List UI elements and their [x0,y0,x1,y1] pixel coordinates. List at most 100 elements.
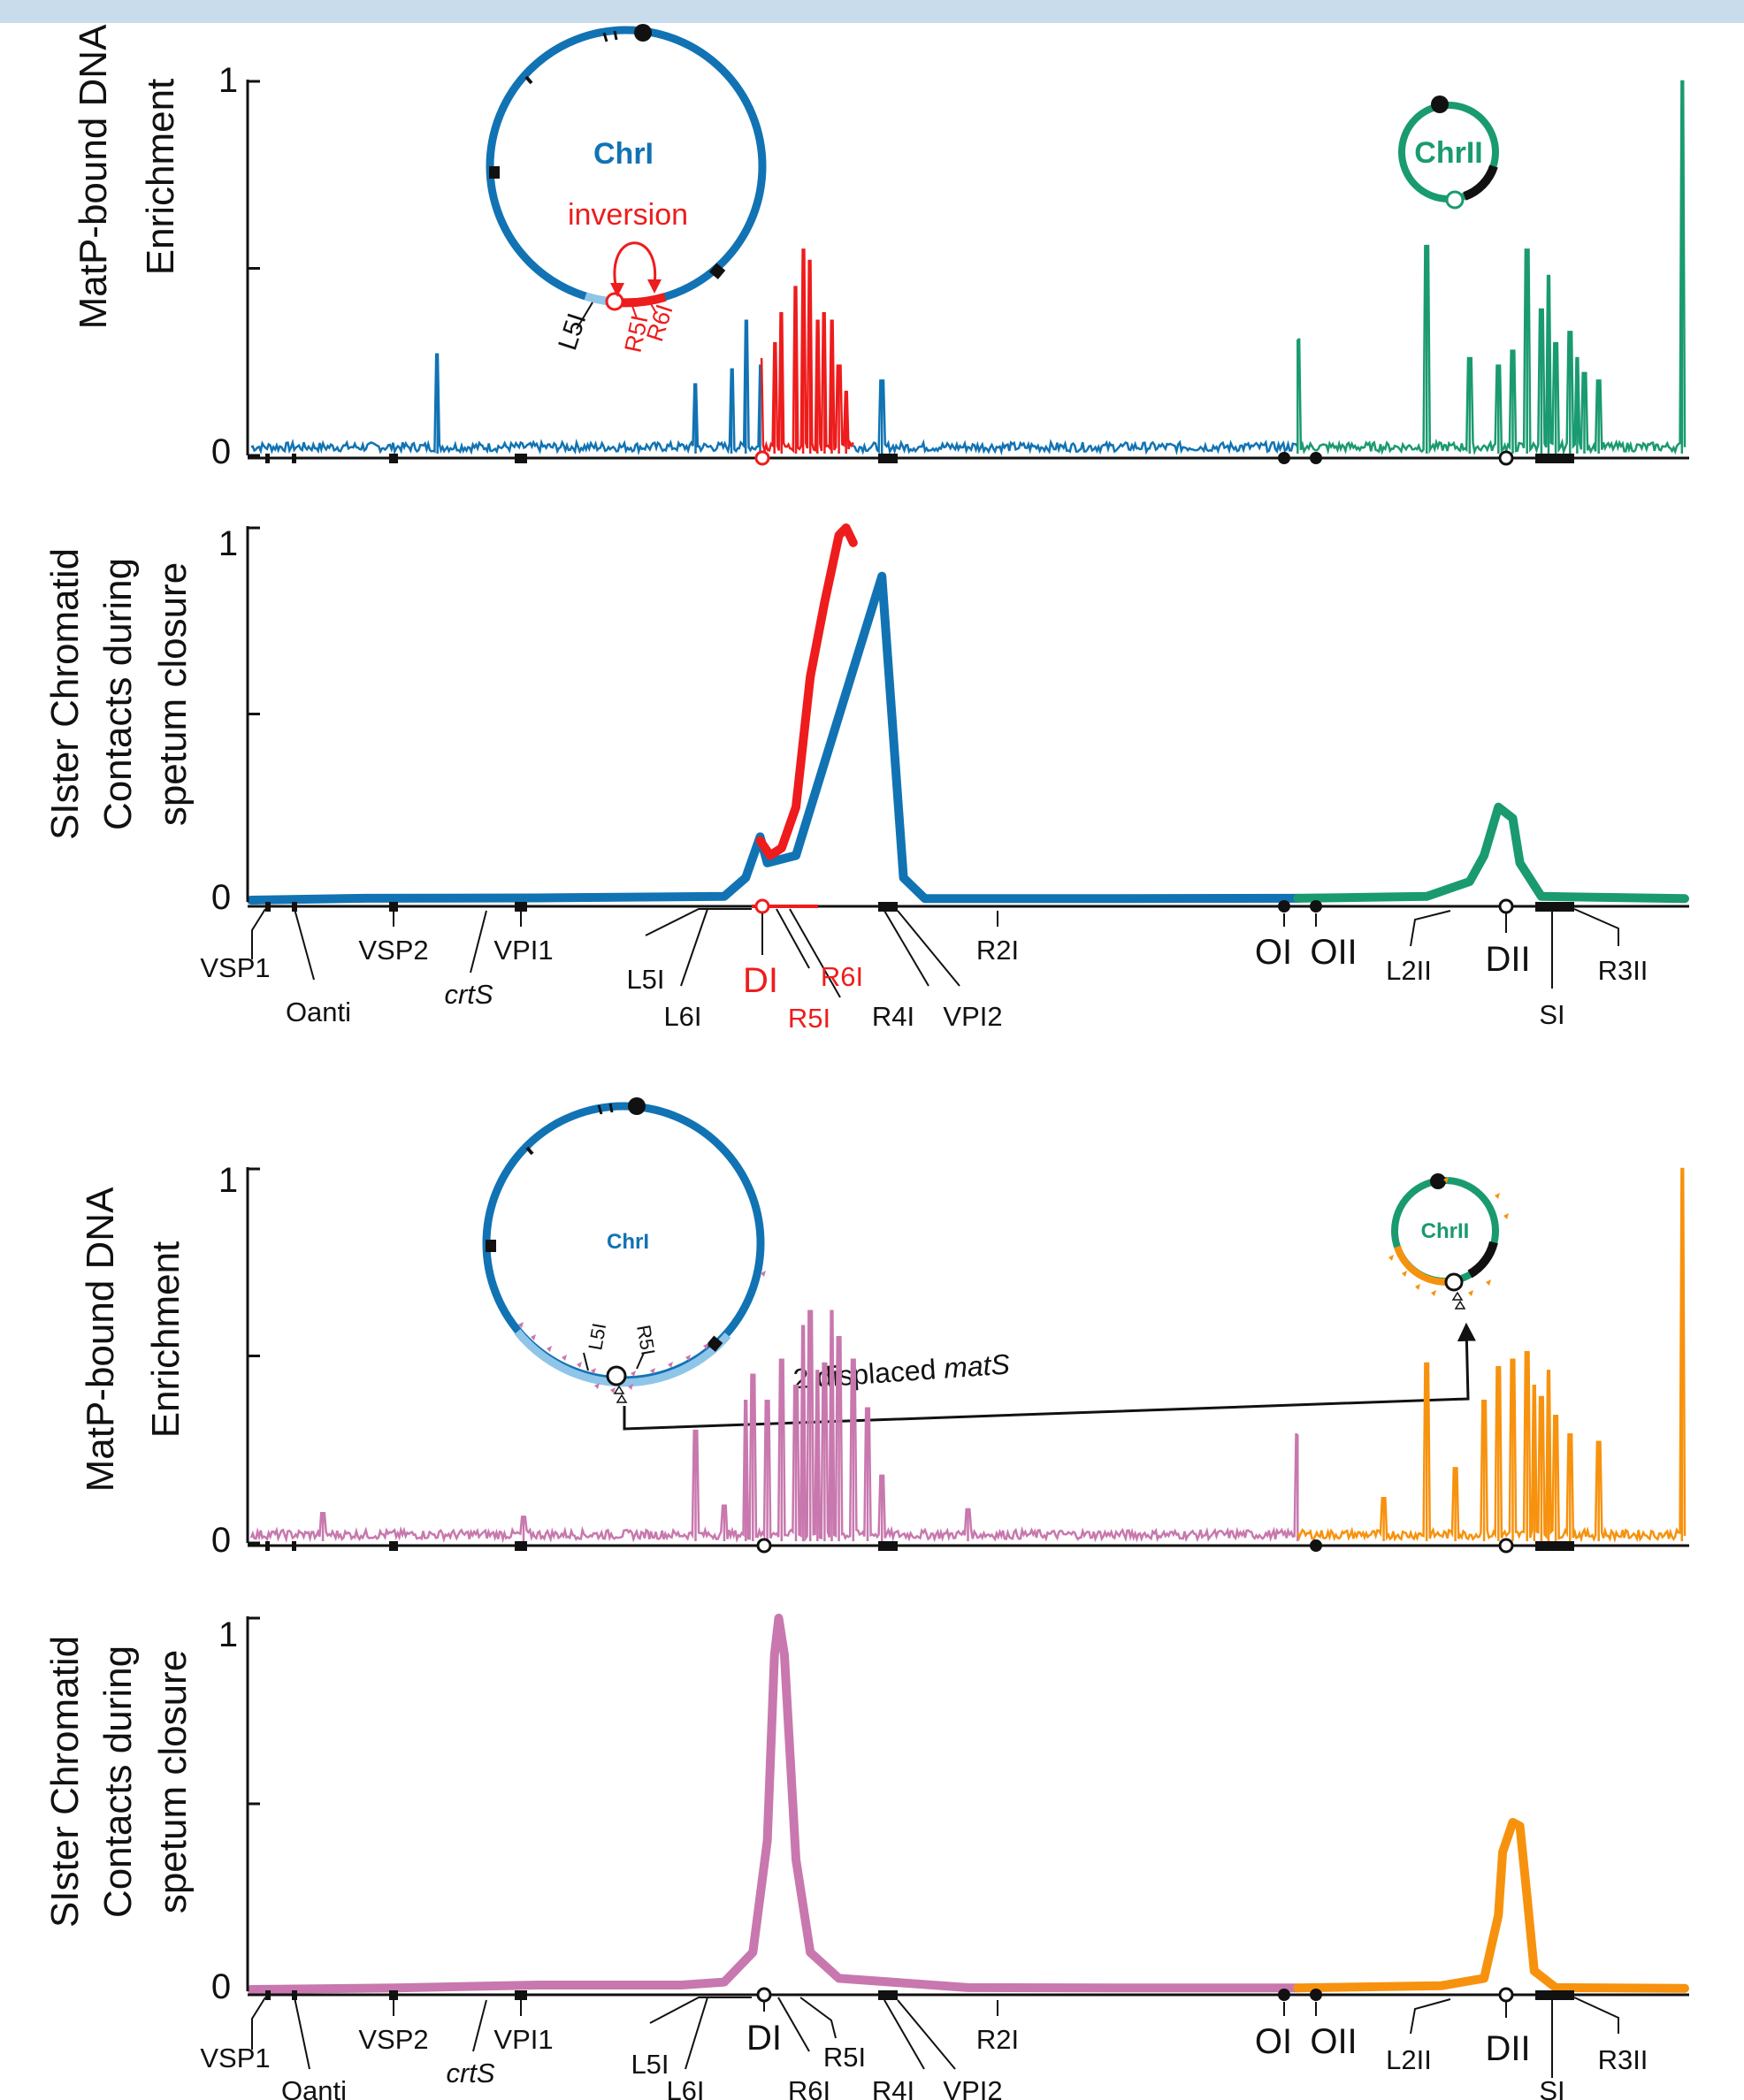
mut-R5I-leader [636,1352,645,1370]
mut-chrI-tick-2 [597,1104,603,1115]
marker2-R4I [878,902,898,912]
panel4-ticks [248,1616,260,1991]
marker-VPI1 [515,454,527,463]
panel3-series-mutant-chrI [249,1310,1299,1544]
label2-L6I: L6I [663,1001,701,1032]
panel1-chrI-inset: ChrI inversion L5I R5I R6I [486,24,767,355]
marker4-R4I [878,1990,898,2000]
panel1-axis-markers [265,450,1574,466]
mut-chrII-dif-marker [1444,1272,1464,1292]
panel1-ytick-1: 1 [218,61,238,100]
panel1-ylabel-line1: MatP-bound DNA [72,24,115,329]
chrI-block-marker-2 [708,263,726,279]
panel2-ylabel-line3: spetum closure [151,562,195,826]
mut-chrI-dif-marker [606,1365,627,1386]
panel4-ylabel-line1: SIster Chromatid [43,1636,87,1928]
inset-R6I-label: R6I [641,302,678,345]
panel3-ylabel-line1: MatP-bound DNA [79,1187,122,1492]
panel1-series-chrII [1297,80,1687,456]
mut-chrII-block-arc [1467,1241,1498,1279]
chrI-label: ChrI [593,137,654,171]
label2-L5I: L5I [626,964,664,995]
mut-chrI-tick-3 [608,1103,614,1113]
label2-crtS: crtS [444,979,493,1010]
label4-DI: DI [746,2019,782,2058]
chrI-tick-1 [524,75,533,85]
marker2-SI [1535,902,1574,912]
displaced-matS-triangles-II [1451,1291,1466,1310]
chrI-tick-3 [613,30,618,41]
panel2-series-chrII [1293,802,1689,904]
label2-VSP1: VSP1 [200,952,270,983]
marker3-VPI1 [515,1541,527,1551]
marker3-OII [1310,1539,1322,1552]
chrII-dif-marker [1445,190,1465,210]
marker-OII [1310,452,1322,464]
panel2-locus-leaders [251,908,1619,998]
marker-R4I [878,454,898,463]
label4-L2II: L2II [1386,2044,1432,2075]
marker4-VSP1 [265,1990,271,2000]
panel4-series-mutant-chrI [247,1614,1303,1994]
label2-VPI2: VPI2 [943,1001,1002,1032]
panel2-ytick-0: 0 [211,878,231,917]
label2-SI: SI [1539,999,1564,1030]
panel-top-matp: MatP-bound DNA Enrichment 1 0 ChrI inver… [72,24,1689,471]
mut-chrI-block-marker-2 [706,1335,723,1352]
label2-OI: OI [1255,933,1292,972]
marker2-dif-II [1498,898,1514,914]
marker2-VPI1 [515,902,527,912]
label4-VSP2: VSP2 [358,2024,428,2055]
panel4-ylabel-line2: Contacts during [96,1646,140,1918]
mut-inset-L5I-label: L5I [584,1321,610,1351]
matS-sites-chrII [1388,1177,1509,1296]
matS-sites-chrI [518,1271,766,1394]
marker2-OI [1278,900,1290,913]
mut-chrI-block-marker [486,1240,496,1252]
panel-top-contacts: SIster Chromatid Contacts during spetum … [43,523,1689,1034]
panel2-series-inversion [755,523,858,860]
panel3-axis-markers [265,1538,1574,1554]
label4-VPI1: VPI1 [493,2024,553,2055]
marker-dif-I [754,450,770,466]
label4-SI: SI [1539,2075,1564,2100]
marker4-VSP2 [389,1990,398,2000]
marker3-SI [1535,1541,1574,1551]
mut-L5I-leader [583,1352,589,1371]
marker3-R4I [878,1541,898,1551]
displaced-matS-triangles-I [613,1385,628,1403]
mut-chrI-tick-1 [525,1146,534,1156]
marker4-dif-I [756,1987,772,2003]
mut-chrII-label: ChrII [1421,1219,1470,1243]
label4-L6I: L6I [666,2075,704,2100]
marker4-dif-II [1498,1987,1514,2003]
panel4-axis-markers [265,1987,1574,2003]
label4-DII: DII [1485,2029,1530,2068]
panel3-ticks [248,1167,260,1545]
label4-crtS: crtS [446,2058,494,2089]
label2-DII: DII [1485,940,1530,979]
panel1-ytick-0: 0 [211,432,231,471]
label4-R3II: R3II [1598,2044,1648,2075]
label2-R5I: R5I [788,1003,830,1034]
inversion-arrowhead-1 [610,283,624,297]
marker4-OI [1278,1989,1290,2001]
marker3-Oanti [292,1541,296,1551]
panel3-ytick-1: 1 [218,1161,238,1200]
chrI-block-marker [489,166,500,179]
inset-L5I-label: L5I [553,309,592,354]
marker2-OII [1310,900,1322,913]
panel3-series-mutant-chrII [1297,1167,1687,1544]
marker2-VSP2 [389,902,398,912]
arrow-label-italic: matS [943,1348,1011,1385]
panel1-series-inversion [760,248,854,455]
marker3-dif-II [1498,1538,1514,1554]
label4-R2I: R2I [976,2024,1019,2055]
marker-VSP1 [265,454,270,463]
label2-R3II: R3II [1598,955,1648,986]
marker2-dif-I [754,898,770,914]
panel3-ytick-0: 0 [211,1521,231,1560]
panel1-series-chrI [250,319,1299,456]
label4-OII: OII [1310,2022,1357,2061]
mut-chrII-orange-arc [1394,1245,1455,1286]
